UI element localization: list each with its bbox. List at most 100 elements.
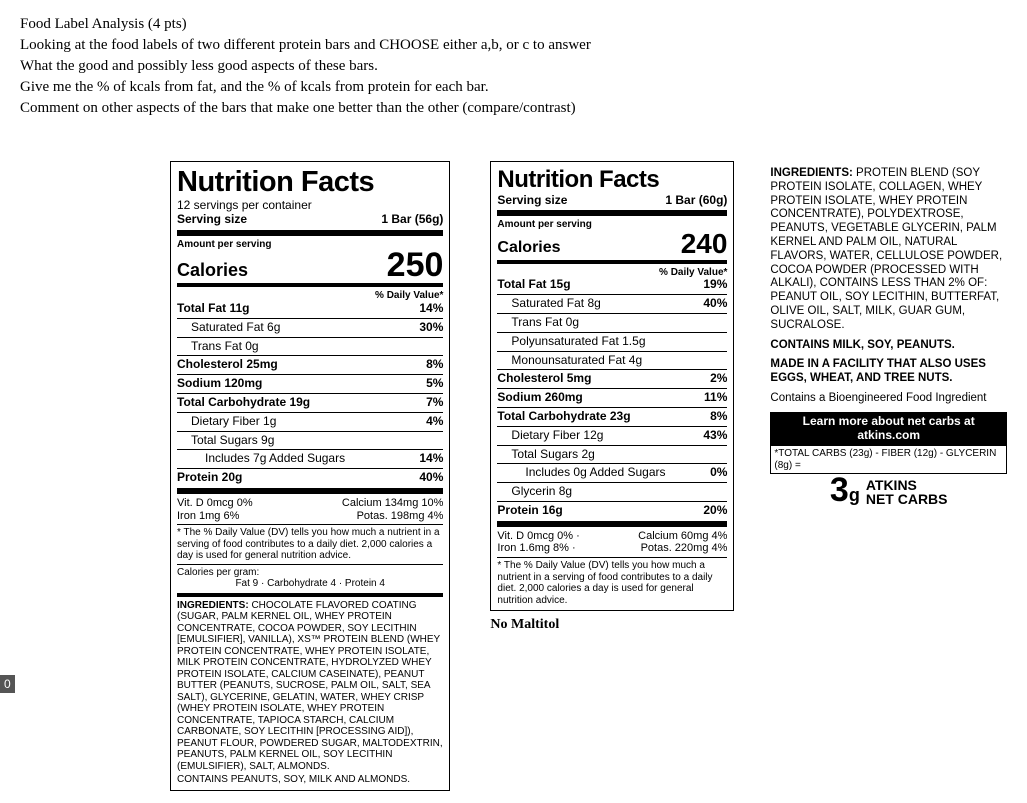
nutrient-dv: 40% — [703, 297, 727, 311]
side-bio: Contains a Bioengineered Food Ingredient — [770, 392, 1007, 406]
nutrition-label-2: Nutrition Facts Serving size 1 Bar (60g)… — [490, 161, 734, 611]
nfl2-serv-r: 1 Bar (60g) — [665, 194, 727, 208]
nutrient-name: Saturated Fat 6g — [177, 321, 280, 335]
nutrient-row: Includes 7g Added Sugars14% — [177, 452, 443, 466]
nutrient-name: Protein 20g — [177, 471, 242, 485]
nutrient-name: Total Sugars 9g — [177, 434, 274, 448]
side-panel: INGREDIENTS: PROTEIN BLEND (SOY PROTEIN … — [770, 161, 1007, 791]
nutrient-row: Total Fat 15g 19% — [497, 278, 727, 292]
nfl1-serv-r: 1 Bar (56g) — [381, 213, 443, 227]
nfl1-contains: CONTAINS PEANUTS, SOY, MILK AND ALMONDS. — [177, 774, 443, 786]
nutrient-dv: 2% — [710, 372, 727, 386]
nfl1-cal-l: Calories — [177, 260, 248, 281]
nutrient-dv: 5% — [426, 377, 443, 391]
net-carb-calc: *TOTAL CARBS (23g) - FIBER (12g) - GLYCE… — [770, 445, 1007, 474]
nutrient-dv: 11% — [704, 391, 727, 405]
nutrient-row: Trans Fat 0g — [177, 340, 443, 354]
nutrient-name: Monounsaturated Fat 4g — [497, 354, 642, 368]
nutrition-label-2-col: Nutrition Facts Serving size 1 Bar (60g)… — [490, 161, 730, 791]
nfl1-serv-l: Serving size — [177, 213, 247, 227]
nutrient-dv: 8% — [426, 358, 443, 372]
q-line4: Comment on other aspects of the bars tha… — [20, 100, 1007, 117]
nutrient-row: Sodium 120mg5% — [177, 377, 443, 391]
nutrient-name: Cholesterol 25mg — [177, 358, 278, 372]
side-ing-lead: INGREDIENTS: — [770, 167, 856, 179]
nfl2-title: Nutrition Facts — [497, 166, 727, 194]
micro-item: Calcium 134mg 10% — [310, 497, 443, 510]
nutrient-dv: 0% — [710, 466, 727, 480]
side-ingredients: INGREDIENTS: PROTEIN BLEND (SOY PROTEIN … — [770, 167, 1007, 333]
nutrient-name: Glycerin 8g — [497, 485, 572, 499]
nutrient-dv: 19% — [703, 278, 727, 292]
nfl2-micro: Vit. D 0mcg 0% · Calcium 60mg 4% Iron 1.… — [497, 530, 727, 555]
nutrient-row: Trans Fat 0g — [497, 316, 727, 330]
nfl1-ingredients: INGREDIENTS: CHOCOLATE FLAVORED COATING … — [177, 600, 443, 773]
learn-box: Learn more about net carbs at atkins.com — [770, 412, 1007, 446]
nfl1-cpg: Calories per gram: — [177, 567, 443, 579]
atkins-net-carbs: 3g ATKINS NET CARBS — [770, 474, 1007, 509]
nfl1-micro: Vit. D 0mcg 0% Calcium 134mg 10% Iron 1m… — [177, 497, 443, 522]
nfl1-cpg2: Fat 9 · Carbohydrate 4 · Protein 4 — [177, 578, 443, 590]
micro-item: Potas. 198mg 4% — [310, 510, 443, 523]
nutrient-row: Protein 16g20% — [497, 504, 727, 518]
learn1: Learn more about net carbs at — [803, 414, 975, 428]
labels-container: Nutrition Facts 12 servings per containe… — [20, 161, 1007, 791]
nutrient-name: Dietary Fiber 12g — [497, 429, 603, 443]
nutrient-row: Total Carbohydrate 19g7% — [177, 396, 443, 410]
nutrient-row: Polyunsaturated Fat 1.5g — [497, 335, 727, 349]
nutrient-name: Trans Fat 0g — [497, 316, 579, 330]
nfl1-cal-v: 250 — [387, 250, 444, 280]
nutrient-dv: 14% — [419, 452, 443, 466]
nutrient-row: Total Sugars 9g — [177, 434, 443, 448]
nutrient-name: Total Sugars 2g — [497, 448, 594, 462]
nutrient-name: Includes 0g Added Sugars — [497, 466, 665, 480]
nutrient-name: Total Carbohydrate 23g — [497, 410, 630, 424]
nfl2-cal-v: 240 — [681, 231, 728, 257]
page-number: 0 — [0, 675, 15, 693]
question-block: Food Label Analysis (4 pts) Looking at t… — [20, 16, 1007, 117]
side-ing-text: PROTEIN BLEND (SOY PROTEIN ISOLATE, COLL… — [770, 167, 1002, 331]
nfl1-rows: Total Fat 11g 14% Saturated Fat 6g30% Trans… — [177, 302, 443, 485]
nfl1-servings: 12 servings per container — [177, 199, 443, 213]
nutrient-dv: 43% — [703, 429, 727, 443]
nutrient-name: Polyunsaturated Fat 1.5g — [497, 335, 645, 349]
nutrient-row: Includes 0g Added Sugars 0% — [497, 466, 727, 480]
micro-item: Iron 1.6mg 8% · — [497, 542, 612, 555]
learn2: atkins.com — [857, 428, 920, 442]
micro-item: Calcium 60mg 4% — [612, 530, 727, 543]
micro-item: Vit. D 0mcg 0% · — [497, 530, 612, 543]
nutrient-row: Sodium 260mg11% — [497, 391, 727, 405]
nutrition-label-1: Nutrition Facts 12 servings per containe… — [170, 161, 450, 791]
atk-text: ATKINS NET CARBS — [866, 478, 948, 506]
nutrient-dv: 8% — [710, 410, 727, 424]
nutrient-row: Dietary Fiber 12g 43% — [497, 429, 727, 443]
side-contains: CONTAINS MILK, SOY, PEANUTS. — [770, 339, 1007, 353]
nutrient-row: Monounsaturated Fat 4g — [497, 354, 727, 368]
atk-num-wrap: 3g — [830, 476, 860, 507]
micro-item: Potas. 220mg 4% — [612, 542, 727, 555]
side-facility: MADE IN A FACILITY THAT ALSO USES EGGS, … — [770, 358, 1007, 386]
nutrient-dv: 4% — [426, 415, 443, 429]
nutrient-name: Total Fat 11g — [177, 302, 249, 316]
nutrient-dv: 7% — [426, 396, 443, 410]
nutrient-row: Cholesterol 5mg2% — [497, 372, 727, 386]
nfl2-serv-l: Serving size — [497, 194, 567, 208]
nfl1-dv-foot: * The % Daily Value (DV) tells you how m… — [177, 527, 443, 562]
nutrient-row: Total Fat 11g 14% — [177, 302, 443, 316]
nutrient-row: Dietary Fiber 1g4% — [177, 415, 443, 429]
micro-item: Vit. D 0mcg 0% — [177, 497, 310, 510]
ing-lead: INGREDIENTS: — [177, 600, 251, 611]
ing-text: CHOCOLATE FLAVORED COATING (SUGAR, PALM … — [177, 600, 443, 772]
q-line1: Looking at the food labels of two differ… — [20, 37, 1007, 54]
nutrient-row: Glycerin 8g — [497, 485, 727, 499]
q-title: Food Label Analysis (4 pts) — [20, 16, 1007, 33]
nutrient-dv: 14% — [419, 302, 443, 316]
nutrient-row: Cholesterol 25mg 8% — [177, 358, 443, 372]
nutrient-row: Saturated Fat 6g30% — [177, 321, 443, 335]
nutrient-row: Total Sugars 2g — [497, 448, 727, 462]
nfl1-title: Nutrition Facts — [177, 166, 443, 199]
nutrient-name: Total Fat 15g — [497, 278, 570, 292]
atk-num: 3 — [830, 471, 849, 509]
micro-item: Iron 1mg 6% — [177, 510, 310, 523]
atk-g: g — [849, 485, 860, 505]
